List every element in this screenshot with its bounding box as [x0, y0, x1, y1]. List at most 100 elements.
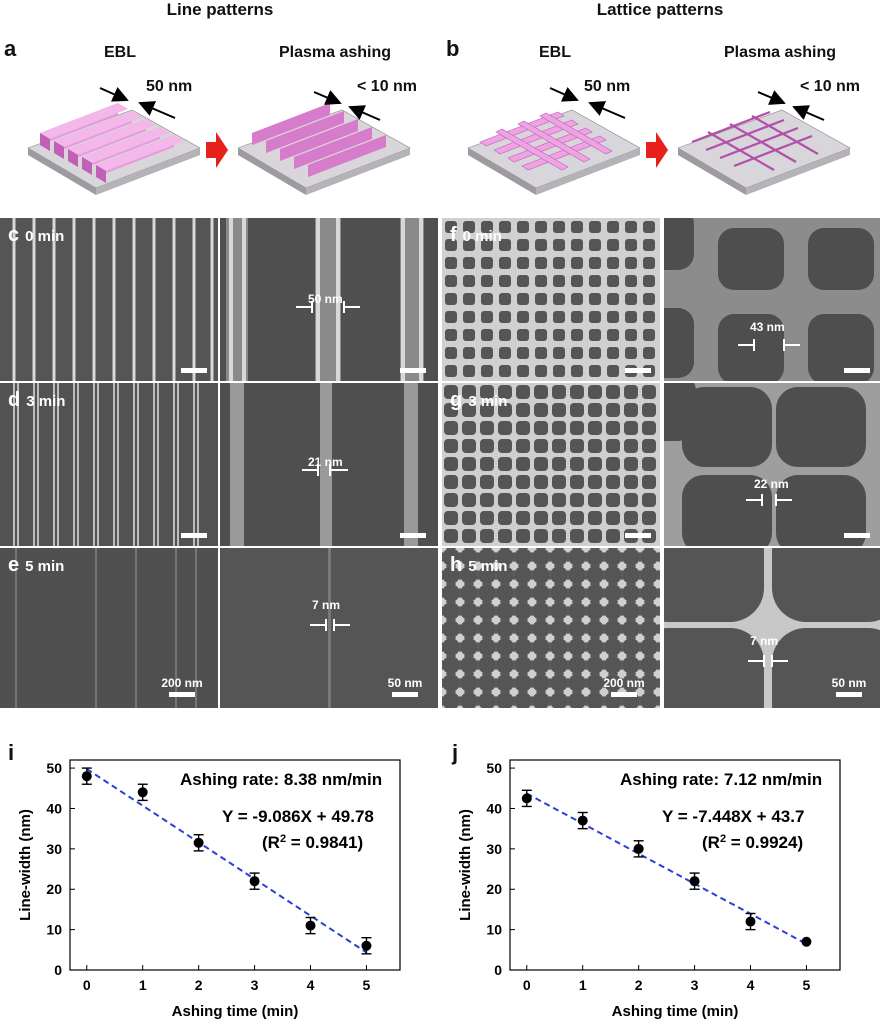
sem-c-high: 50 nm — [220, 218, 438, 381]
sem-c-high-lines — [220, 218, 438, 381]
panel-b-letter: b — [446, 36, 460, 61]
sem-f-measure-marks — [738, 339, 800, 351]
sem-h-high-scalebar: 50 nm — [824, 676, 874, 697]
sem-g-scalebar — [624, 531, 652, 538]
wide-lines-before — [40, 103, 184, 183]
data-point — [249, 876, 260, 887]
sem-d-high: 21 nm — [220, 383, 438, 546]
y-axis-label: Line-width (nm) — [457, 809, 474, 921]
sem-h-scalebar: 200 nm — [594, 676, 654, 697]
x-tick-label: 1 — [139, 977, 147, 993]
y-tick-label: 0 — [54, 962, 62, 978]
sem-e-low-lines — [0, 548, 218, 708]
y-tick-label: 40 — [486, 800, 502, 816]
x-tick-label: 2 — [635, 977, 643, 993]
annotation-r2: (R2 = 0.9924) — [702, 833, 803, 852]
sem-f-high: 43 nm — [664, 218, 880, 381]
data-point — [521, 793, 532, 804]
x-tick-label: 0 — [83, 977, 91, 993]
data-point — [193, 837, 204, 848]
process-arrow-a — [206, 132, 228, 168]
panel-j-letter: j — [452, 740, 459, 765]
y-axis-label: Line-width (nm) — [17, 809, 34, 921]
data-point — [81, 771, 92, 782]
panel-b-dim1-label: 50 nm — [584, 78, 631, 95]
y-tick-label: 10 — [486, 922, 502, 938]
data-point — [305, 920, 316, 931]
y-tick-label: 30 — [486, 841, 502, 857]
panel-b-dim2-label: < 10 nm — [800, 78, 861, 95]
thin-lines-after — [252, 103, 386, 177]
plot-frame — [69, 759, 401, 971]
sem-g-measure-marks — [746, 494, 792, 506]
panel-b-step2-label: Plasma ashing — [723, 44, 837, 61]
sem-h-low-grid — [442, 548, 660, 708]
sem-g-high: 22 nm — [664, 383, 880, 546]
header-lattice-patterns: Lattice patterns — [596, 0, 724, 19]
data-point — [689, 876, 700, 887]
sem-c-low-lines — [0, 218, 218, 381]
x-tick-label: 5 — [803, 977, 811, 993]
panel-a-step1-label: EBL — [104, 44, 136, 61]
panel-a-dim1-label: 50 nm — [146, 78, 193, 95]
header-line-patterns: Line patterns — [166, 0, 274, 19]
fit-line — [86, 768, 367, 954]
x-tick-label: 3 — [251, 977, 259, 993]
panel-a-schematic — [27, 87, 411, 195]
panel-i-letter: i — [8, 740, 15, 765]
y-tick-label: 0 — [494, 962, 502, 978]
sem-f-measure: 43 nm — [750, 320, 785, 334]
wide-lattice-before — [479, 111, 613, 171]
x-tick-label: 4 — [747, 977, 755, 993]
substrate-lattice-before — [467, 109, 641, 195]
sem-c-high-scalebar — [398, 366, 428, 373]
sem-d-high-scalebar — [398, 531, 428, 538]
x-tick-label: 1 — [579, 977, 587, 993]
sem-c-measure-marks — [296, 301, 360, 313]
panel-b-schematic — [467, 87, 851, 195]
thin-lattice-after — [691, 110, 819, 171]
x-tick-label: 0 — [523, 977, 531, 993]
sem-e-high: 7 nm 50 nm — [220, 548, 438, 708]
sem-h-high: 7 nm 50 nm — [664, 548, 880, 708]
sem-e-high-scalebar: 50 nm — [380, 676, 430, 697]
x-axis-label: Ashing time (min) — [172, 1003, 299, 1020]
panel-b-step1-label: EBL — [539, 44, 571, 61]
sem-g-measure: 22 nm — [754, 477, 789, 491]
y-tick-label: 50 — [46, 760, 62, 776]
annotation-equation: Y = -9.086X + 49.78 — [222, 807, 374, 826]
sem-d-measure-marks — [302, 464, 348, 476]
data-point — [633, 843, 644, 854]
y-tick-label: 50 — [486, 760, 502, 776]
x-tick-label: 4 — [307, 977, 315, 993]
annotation-equation: Y = -7.448X + 43.7 — [662, 807, 804, 826]
sem-d-measure: 21 nm — [308, 455, 343, 469]
sem-e-high-lines — [220, 548, 438, 708]
sem-d-low-lines — [0, 383, 218, 546]
y-tick-label: 10 — [46, 922, 62, 938]
x-tick-label: 2 — [195, 977, 203, 993]
sem-g-high-scalebar — [842, 531, 872, 538]
data-point — [137, 787, 148, 798]
plot-frame — [509, 759, 841, 971]
y-tick-label: 30 — [46, 841, 62, 857]
y-tick-label: 40 — [46, 800, 62, 816]
substrate-lattice-after — [677, 109, 851, 195]
process-arrow-b — [646, 132, 668, 168]
sem-h-measure-marks — [748, 655, 788, 667]
sem-d-scalebar — [180, 531, 208, 538]
x-axis-label: Ashing time (min) — [612, 1003, 739, 1020]
